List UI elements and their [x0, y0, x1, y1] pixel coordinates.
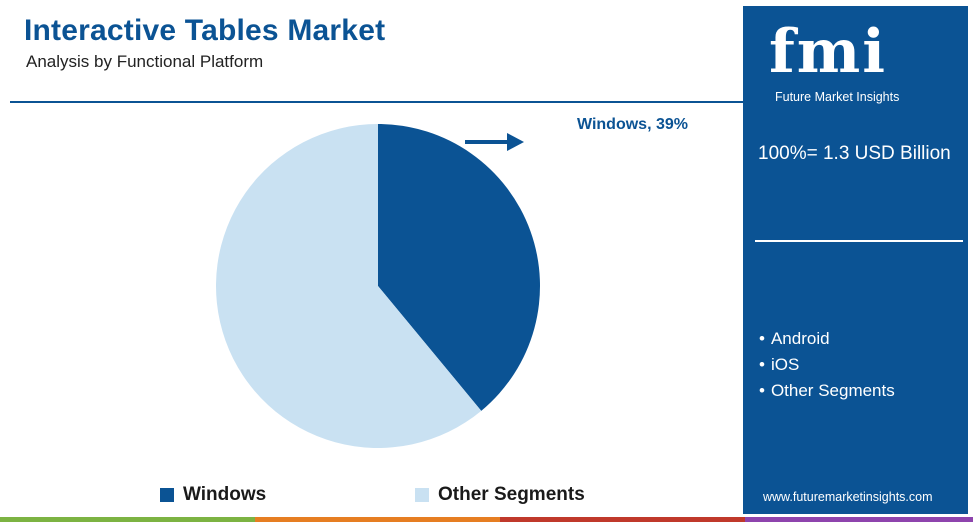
segment-item-android: Android [759, 326, 895, 352]
chart-panel: Interactive Tables Market Analysis by Fu… [10, 6, 743, 514]
pie-chart: Windows, 39% [216, 116, 688, 448]
strip-segment [745, 517, 973, 522]
legend-swatch-windows [160, 488, 174, 502]
callout-group: Windows, 39% [465, 116, 688, 151]
title-divider [10, 101, 743, 103]
pie-slice-other-segments [216, 123, 482, 448]
website-url: www.futuremarketinsights.com [763, 490, 933, 504]
strip-segment [255, 517, 500, 522]
pie-slices [216, 123, 540, 448]
logo-subtitle: Future Market Insights [775, 90, 900, 104]
pie-slice-windows [378, 124, 540, 411]
sidebar-divider [755, 240, 963, 242]
callout-arrow-head [507, 133, 524, 151]
fmi-logo: fmi Future Market Insights [769, 18, 949, 106]
legend-item-other-segments: Other Segments [415, 484, 585, 506]
strip-segment [500, 517, 745, 522]
market-total: 100%= 1.3 USD Billion [758, 143, 951, 164]
chart-legend: Windows Other Segments [10, 484, 743, 508]
page-title: Interactive Tables Market [24, 14, 386, 47]
callout-label: Windows, 39% [577, 116, 688, 133]
segment-list: Android iOS Other Segments [759, 326, 895, 404]
strip-segment [0, 517, 255, 522]
color-strip [0, 514, 973, 523]
page-subtitle: Analysis by Functional Platform [26, 52, 264, 71]
legend-label-other-segments: Other Segments [438, 484, 585, 505]
segment-item-ios: iOS [759, 352, 895, 378]
logo-letters: fmi [769, 17, 888, 87]
segment-item-other-segments: Other Segments [759, 378, 895, 404]
legend-item-windows: Windows [160, 484, 266, 506]
legend-swatch-other-segments [415, 488, 429, 502]
legend-label-windows: Windows [183, 484, 267, 505]
info-sidebar: fmi Future Market Insights 100%= 1.3 USD… [743, 6, 968, 514]
